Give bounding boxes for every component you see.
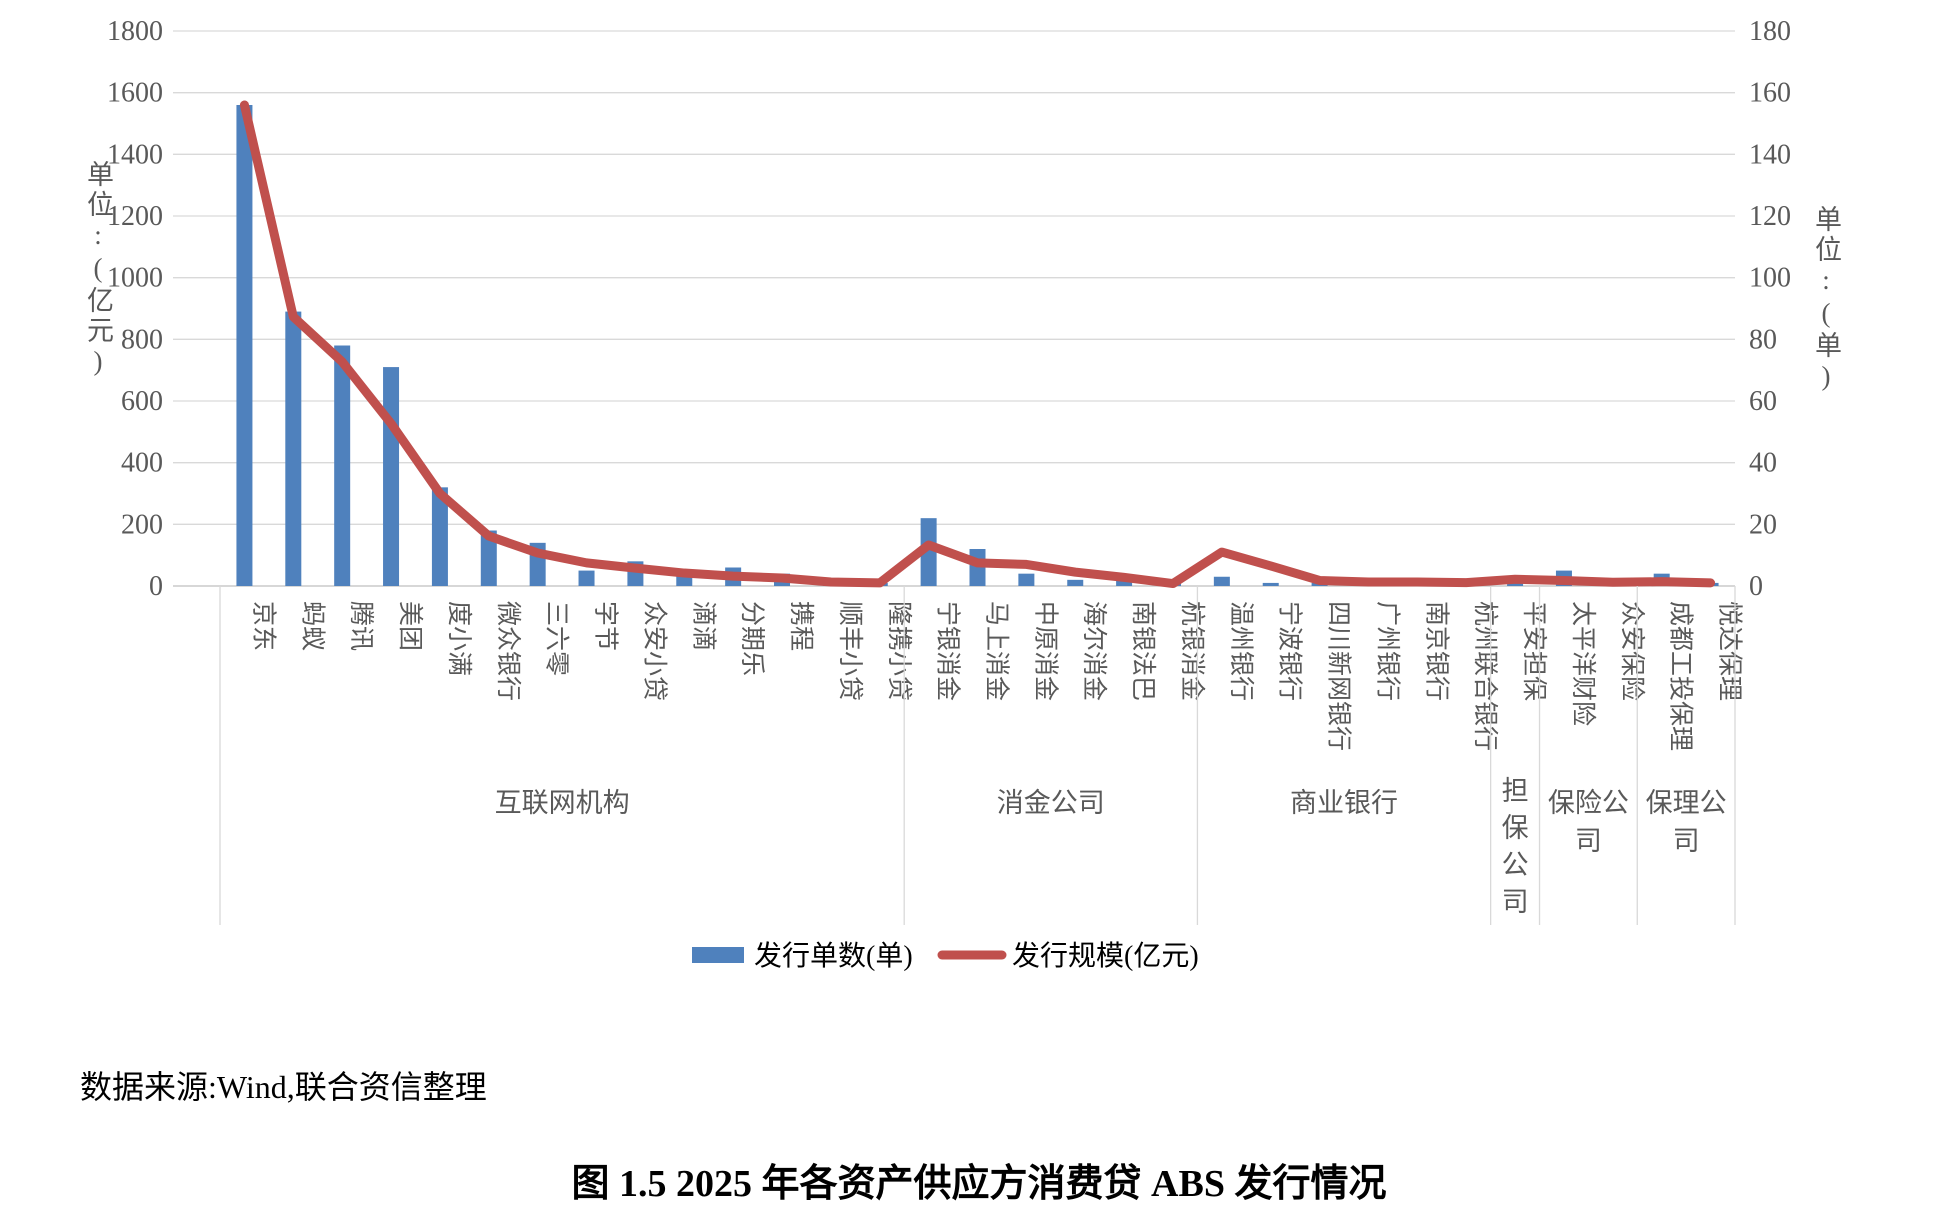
left-axis-tick-label: 1800 (107, 16, 163, 47)
category-label-众安小贷: 众安小贷 (640, 601, 668, 701)
bar-中原消金 (1018, 573, 1035, 586)
category-label-众安保险: 众安保险 (1618, 601, 1646, 701)
right-axis-tick-label: 60 (1749, 386, 1777, 417)
bar-字节 (578, 570, 595, 586)
legend-bar-label: 发行单数(单) (754, 940, 913, 972)
left-axis-tick-label: 200 (121, 509, 163, 540)
group-label-互联网机构: 互联网机构 (495, 788, 630, 818)
bar-宁波银行 (1262, 582, 1279, 586)
group-label-char: 公 (1502, 850, 1529, 880)
bar-美团 (383, 367, 400, 586)
category-label-宁银消金: 宁银消金 (934, 601, 962, 701)
legend-line-label: 发行规模(亿元) (1012, 940, 1199, 972)
bar-宁银消金 (920, 518, 937, 586)
bar-腾讯 (334, 345, 351, 586)
category-label-四川新网银行: 四川新网银行 (1325, 601, 1353, 751)
bar-度小满 (431, 487, 448, 586)
category-label-南银法巴: 南银法巴 (1129, 601, 1157, 701)
category-label-平安担保: 平安担保 (1520, 601, 1548, 701)
group-label-line: 保理公 (1646, 788, 1727, 818)
left-axis-tick-label: 1400 (107, 139, 163, 170)
right-axis-tick-label: 100 (1749, 263, 1791, 294)
left-axis-tick-label: 400 (121, 448, 163, 479)
left-axis-tick-label: 1200 (107, 201, 163, 232)
category-label-南京银行: 南京银行 (1422, 601, 1450, 701)
group-label-char: 司 (1502, 887, 1529, 917)
category-label-度小满: 度小满 (445, 601, 473, 676)
category-label-字节: 字节 (592, 601, 620, 651)
right-axis-title: 单位:(单) (1811, 205, 1841, 394)
group-label-line: 司 (1575, 826, 1602, 856)
category-label-顺丰小贷: 顺丰小贷 (836, 601, 864, 701)
group-label-line: 司 (1673, 826, 1700, 856)
category-label-滴滴: 滴滴 (689, 601, 717, 651)
bar-温州银行 (1213, 576, 1230, 586)
legend-bar-swatch (692, 947, 744, 963)
right-axis-tick-label: 0 (1749, 571, 1763, 602)
category-label-马上消金: 马上消金 (983, 601, 1011, 701)
category-label-三六零: 三六零 (543, 601, 571, 676)
category-label-中原消金: 中原消金 (1031, 601, 1059, 701)
left-axis-tick-label: 1600 (107, 78, 163, 109)
source-note: 数据来源:Wind,联合资信整理 (80, 1069, 487, 1105)
category-label-太平洋财险: 太平洋财险 (1569, 601, 1597, 726)
right-axis-tick-label: 80 (1749, 324, 1777, 355)
left-axis-tick-label: 1000 (107, 263, 163, 294)
left-axis-tick-label: 800 (121, 324, 163, 355)
category-label-杭州联合银行: 杭州联合银行 (1471, 601, 1499, 751)
left-axis-title: 单位:(亿元) (83, 160, 113, 379)
category-label-悦达保理: 悦达保理 (1716, 601, 1744, 701)
bar-京东 (236, 105, 253, 586)
category-label-分期乐: 分期乐 (738, 601, 766, 676)
bar-南银法巴 (1116, 579, 1133, 586)
group-label-char: 担 (1502, 776, 1529, 806)
category-label-广州银行: 广州银行 (1373, 601, 1401, 701)
bar-海尔消金 (1067, 579, 1084, 586)
chart-title: 图 1.5 2025 年各资产供应方消费贷 ABS 发行情况 (571, 1163, 1387, 1205)
category-label-微众银行: 微众银行 (494, 601, 522, 701)
category-label-腾讯: 腾讯 (347, 601, 375, 651)
group-label-商业银行: 商业银行 (1290, 788, 1398, 818)
group-label-消金公司: 消金公司 (997, 788, 1105, 818)
category-label-温州银行: 温州银行 (1227, 601, 1255, 701)
left-axis-tick-label: 0 (149, 571, 163, 602)
category-label-宁波银行: 宁波银行 (1276, 601, 1304, 701)
category-label-京东: 京东 (249, 601, 277, 651)
left-axis-tick-label: 600 (121, 386, 163, 417)
category-label-美团: 美团 (396, 601, 424, 651)
category-label-海尔消金: 海尔消金 (1080, 601, 1108, 701)
right-axis-tick-label: 120 (1749, 201, 1791, 232)
right-axis-tick-label: 160 (1749, 78, 1791, 109)
category-label-蚂蚁: 蚂蚁 (298, 601, 326, 651)
right-axis-tick-label: 40 (1749, 448, 1777, 479)
bar-蚂蚁 (285, 311, 302, 586)
group-label-char: 保 (1502, 813, 1529, 843)
category-label-隆携小贷: 隆携小贷 (885, 601, 913, 701)
category-label-携程: 携程 (787, 601, 815, 651)
line-series (239, 100, 1716, 589)
group-label-line: 保险公 (1548, 788, 1629, 818)
right-axis-tick-label: 20 (1749, 509, 1777, 540)
category-label-成都工投保理: 成都工投保理 (1667, 601, 1695, 751)
right-axis-tick-label: 140 (1749, 139, 1791, 170)
right-axis-tick-label: 180 (1749, 16, 1791, 47)
category-label-杭银消金: 杭银消金 (1178, 601, 1206, 701)
bar-微众银行 (480, 530, 497, 586)
